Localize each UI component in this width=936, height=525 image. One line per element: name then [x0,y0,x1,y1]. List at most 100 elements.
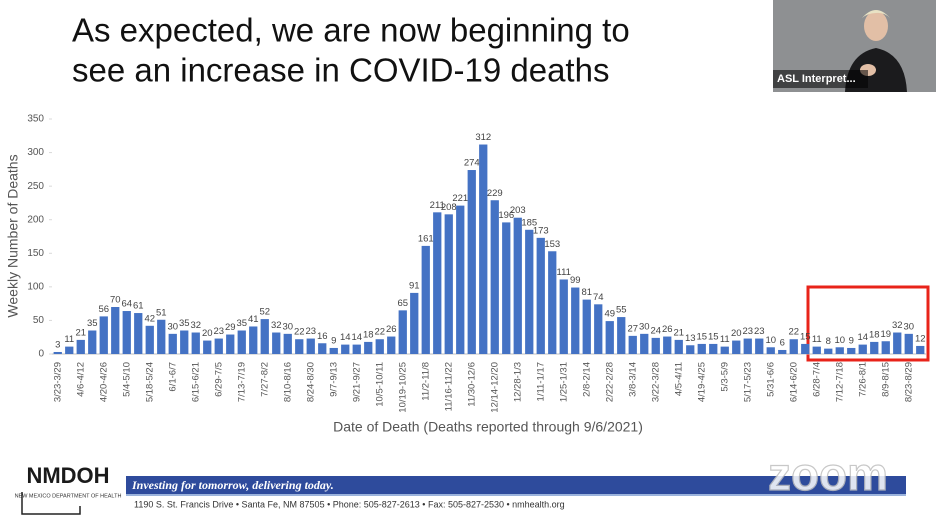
value-label: 70 [110,295,121,306]
x-tick-label: 8/24-8/30 [305,362,316,402]
bar [203,340,212,354]
bar [410,292,419,354]
y-tick-label: 0 [38,349,44,360]
value-label: 32 [190,320,201,331]
x-tick-label: 6/29-7/5 [213,362,224,397]
x-tick-label: 4/20-4/26 [98,362,109,402]
person-hair [862,10,890,18]
bar [352,344,361,354]
bar [249,326,258,354]
value-label: 111 [557,267,571,278]
bar [605,321,614,354]
value-label: 13 [685,333,696,344]
y-tick-label: 150 [27,248,44,259]
x-tick-label: 6/28-7/4 [811,362,822,397]
bar [65,346,74,354]
bar [870,341,879,354]
value-label: 64 [121,299,132,310]
bar [226,334,235,354]
bar [318,343,327,354]
value-label: 16 [317,331,328,342]
bar [536,237,545,354]
person-head [864,11,888,41]
bar [490,200,499,354]
x-tick-label: 8/23-8/29 [903,362,914,402]
zoom-watermark: zoom [768,448,888,500]
y-tick-label: 350 [27,114,44,125]
value-label: 51 [156,307,167,318]
bar [502,222,511,354]
value-label: 208 [441,202,457,213]
bar [858,344,867,354]
webcam: ASL Interpret... [773,0,936,92]
bar [893,332,902,354]
value-label: 21 [75,327,86,338]
value-label: 49 [604,309,615,320]
value-label: 26 [386,324,397,335]
value-label: 312 [475,132,491,143]
bar [145,325,154,354]
y-axis-title: Weekly Number of Deaths [5,154,21,317]
value-label: 15 [696,331,707,342]
banner-rule [126,494,906,496]
bar [801,343,810,354]
x-tick-label: 8/9-8/15 [880,362,891,397]
value-label: 23 [742,326,753,337]
value-label: 32 [892,320,903,331]
x-tick-label: 1/11-1/17 [535,362,546,401]
x-tick-label: 5/3-5/9 [719,362,730,392]
value-label: 21 [673,327,684,338]
x-tick-label: 12/14-12/20 [489,362,500,413]
value-label: 56 [98,304,109,315]
value-label: 14 [857,332,868,343]
value-label: 30 [167,321,178,332]
bar [479,144,488,354]
bar [214,338,223,354]
bar [76,339,85,354]
value-label: 35 [87,318,98,329]
x-tick-label: 11/30-12/6 [466,362,477,407]
bar [467,170,476,354]
bar [812,346,821,354]
value-label: 229 [487,188,503,199]
bar [881,341,890,354]
value-label: 11 [64,334,74,345]
value-label: 14 [340,332,351,343]
webcam-label: ASL Interpret... [777,73,856,85]
logo-outline [21,492,81,515]
footer: NMDOH NEW MEXICO DEPARTMENT OF HEALTH In… [15,448,906,515]
bar [168,333,177,354]
x-tick-label: 4/19-4/25 [696,362,707,402]
bar [398,310,407,354]
logo-subtitle: NEW MEXICO DEPARTMENT OF HEALTH [15,493,122,499]
bar [559,279,568,354]
bar [329,347,338,354]
value-label: 9 [849,335,854,346]
x-tick-label: 4/6-4/12 [75,362,86,397]
value-label: 185 [521,217,537,228]
x-tick-label: 7/26-8/1 [857,362,868,397]
value-label: 211 [430,200,445,211]
value-label: 41 [248,314,259,325]
x-tick-label: 9/21-9/27 [351,362,362,402]
x-tick-label: 2/8-2/14 [581,362,592,397]
bar [513,217,522,354]
bar [444,214,453,354]
value-label: 10 [834,335,845,346]
bar [157,319,166,354]
bar [835,347,844,354]
banner [126,476,906,494]
value-label: 30 [639,321,650,332]
bar [617,317,626,354]
bar [122,311,131,354]
value-label: 153 [544,239,560,250]
value-label: 29 [225,322,236,333]
x-tick-label: 5/18-5/24 [144,362,155,402]
bar [260,319,269,354]
bar [720,346,729,354]
bar [433,212,442,354]
value-label: 55 [616,305,627,316]
bar [755,338,764,354]
value-label: 30 [903,321,914,332]
